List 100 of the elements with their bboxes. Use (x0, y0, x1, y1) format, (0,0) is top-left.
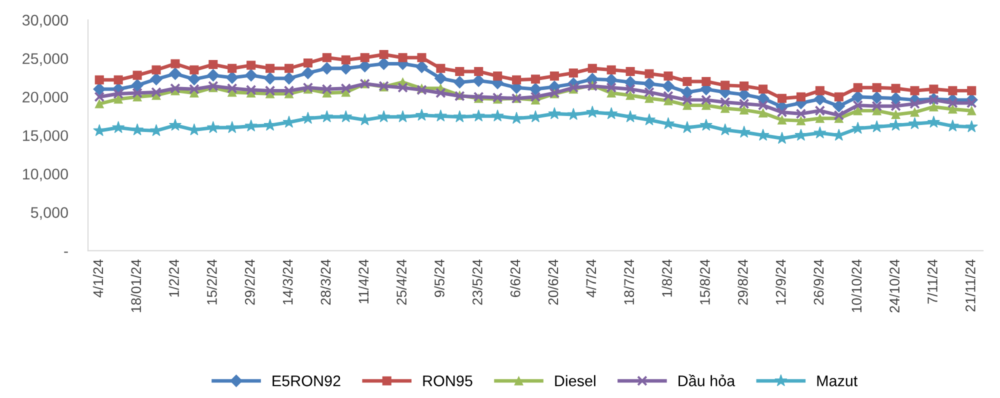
point (948, 86, 958, 96)
point (168, 118, 182, 131)
point (586, 106, 599, 118)
point (320, 110, 334, 122)
x-tick-label: 26/9/24 (813, 259, 824, 305)
point (94, 99, 104, 108)
point (664, 72, 673, 81)
point (966, 98, 977, 108)
point (530, 74, 540, 84)
point (114, 94, 123, 104)
point (417, 53, 426, 62)
legend-label: Dầu hỏa (678, 374, 736, 386)
point (965, 120, 978, 132)
point (814, 105, 826, 116)
point (453, 76, 466, 88)
point (244, 119, 258, 132)
legend-label: E5RON92 (272, 376, 340, 386)
point (680, 86, 694, 98)
point (834, 92, 844, 102)
point (131, 123, 144, 136)
point (170, 83, 180, 94)
point (152, 65, 161, 74)
point (360, 53, 370, 62)
point (758, 108, 768, 118)
point (226, 71, 238, 84)
y-tick-label: 5,000 (30, 207, 68, 220)
point (663, 90, 674, 102)
point (398, 53, 408, 62)
point (662, 80, 674, 92)
point (206, 69, 220, 82)
point (264, 85, 276, 96)
x-tick-label: 25/4/24 (396, 259, 406, 305)
y-tick-label: 25,000 (22, 53, 68, 66)
point (738, 98, 750, 109)
point (303, 58, 312, 68)
point (700, 94, 712, 106)
point (340, 83, 352, 94)
x-tick-label: 1/2/24 (168, 259, 179, 297)
point (740, 82, 749, 91)
x-tick-label: 18/01/24 (130, 259, 142, 312)
x-tick-label: 29/8/24 (738, 259, 748, 305)
point (947, 98, 958, 108)
point (853, 106, 862, 116)
point (282, 72, 296, 85)
point (132, 88, 143, 98)
y-tick-label: 10,000 (22, 168, 68, 182)
point (682, 76, 692, 86)
point (226, 121, 238, 134)
point (228, 64, 237, 73)
x-tick-label: 18/7/24 (624, 259, 634, 304)
point (550, 72, 559, 81)
point (910, 86, 920, 96)
point (208, 60, 218, 70)
x-tick-label: 9/5/24 (434, 259, 444, 298)
point (890, 92, 902, 105)
point (910, 108, 920, 117)
point (777, 94, 787, 103)
point (472, 109, 485, 122)
point (605, 74, 618, 86)
point (682, 94, 692, 106)
x-tick-label: 4/7/24 (586, 259, 596, 298)
point (644, 94, 654, 103)
point (226, 83, 238, 94)
point (834, 110, 844, 121)
y-tick-label: 30,000 (22, 14, 68, 28)
point (967, 106, 976, 116)
point (244, 69, 258, 82)
point (93, 82, 106, 96)
point (682, 100, 692, 110)
point (190, 65, 199, 74)
point (379, 50, 388, 60)
x-tick-label: 23/5/24 (472, 259, 482, 305)
legend-label: Mazut (817, 376, 858, 386)
point (720, 104, 730, 113)
point (852, 90, 864, 104)
legend-label: RON95 (423, 376, 472, 386)
point (643, 78, 656, 90)
point (246, 84, 256, 96)
point (188, 72, 200, 86)
point (341, 55, 350, 64)
point (720, 80, 730, 90)
point (322, 84, 332, 94)
point (94, 75, 104, 84)
point (284, 85, 294, 96)
point (170, 59, 180, 68)
point (720, 97, 730, 108)
point (132, 70, 142, 80)
point (852, 100, 864, 111)
point (548, 107, 561, 120)
point (644, 87, 654, 98)
point (415, 108, 428, 121)
point (853, 83, 862, 92)
point (796, 108, 806, 119)
y-tick-label: 15,000 (22, 130, 68, 143)
x-tick-label: 6/6/24 (510, 259, 520, 297)
point (626, 66, 635, 76)
point (455, 66, 464, 76)
point (436, 64, 446, 73)
y-tick-label: - (64, 252, 68, 253)
point (927, 116, 940, 128)
